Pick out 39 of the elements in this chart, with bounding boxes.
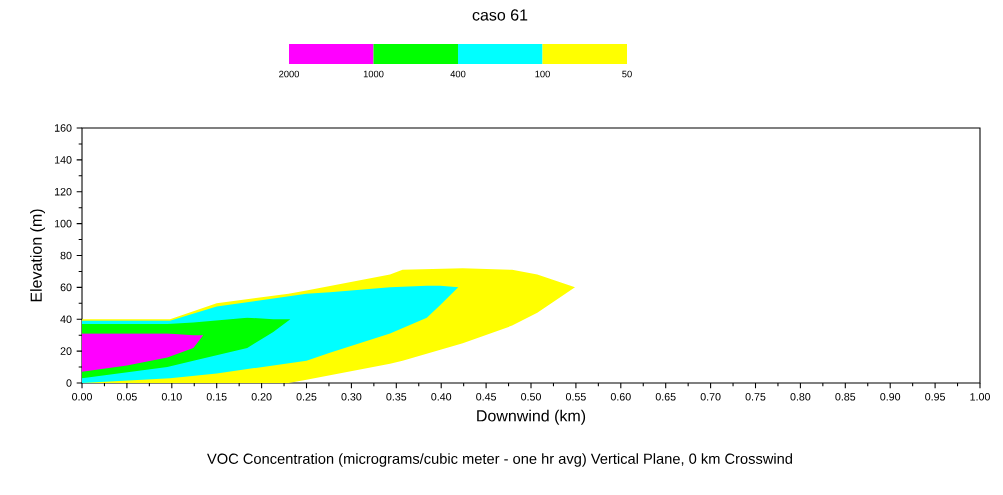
x-tick-label: 1.00 (970, 393, 990, 401)
text: 1000 (363, 70, 384, 78)
text: 50 (622, 70, 632, 78)
y-tick-label: 120 (54, 187, 72, 196)
x-tick-label: 0.10 (161, 393, 182, 401)
x-tick-label: 0.95 (925, 393, 946, 401)
y-tick-label: 20 (60, 347, 72, 355)
y-tick-label: 100 (54, 219, 72, 228)
x-tick-label: 0.85 (835, 393, 856, 401)
x-tick-label: 0.25 (296, 393, 317, 401)
x-tick-label: 0.35 (386, 393, 407, 401)
text: 400 (450, 70, 466, 78)
x-axis-title: Downwind (km) (477, 409, 586, 425)
text: 100 (535, 70, 550, 78)
x-tick-label: 0.50 (521, 393, 541, 401)
x-tick-label: 0.45 (476, 393, 497, 401)
x-tick-label: 0.20 (251, 393, 272, 401)
x-tick-label: 0.05 (116, 393, 137, 401)
text: 2000 (279, 70, 300, 78)
x-tick-label: 0.90 (880, 393, 901, 401)
y-tick-label: 0 (66, 379, 72, 387)
x-tick-label: 0.70 (700, 393, 721, 401)
y-tick-label: 80 (60, 251, 72, 260)
x-tick-label: 0.40 (431, 393, 452, 401)
x-tick-label: 0.65 (655, 393, 676, 401)
y-tick-label: 160 (54, 124, 72, 132)
x-tick-label: 0.75 (745, 393, 766, 401)
x-tick-label: 0.15 (206, 393, 227, 401)
x-tick-label: 0.60 (610, 393, 631, 401)
x-tick-label: 0.55 (565, 393, 586, 401)
x-tick-label: 0.30 (341, 393, 362, 401)
y-axis-title: Elevation (m) (30, 209, 46, 302)
y-tick-label: 140 (54, 156, 72, 164)
chart-title: caso 61 (472, 9, 528, 21)
y-tick-label: 40 (60, 315, 72, 324)
text: VOC Concentration (micrograms/cubic meter - one hr avg) Vertical Plane, 0 km Crosswind (207, 453, 792, 467)
x-tick-label: 0.80 (790, 393, 811, 401)
y-tick-label: 60 (60, 283, 72, 292)
x-tick-label: 0.00 (72, 393, 92, 401)
